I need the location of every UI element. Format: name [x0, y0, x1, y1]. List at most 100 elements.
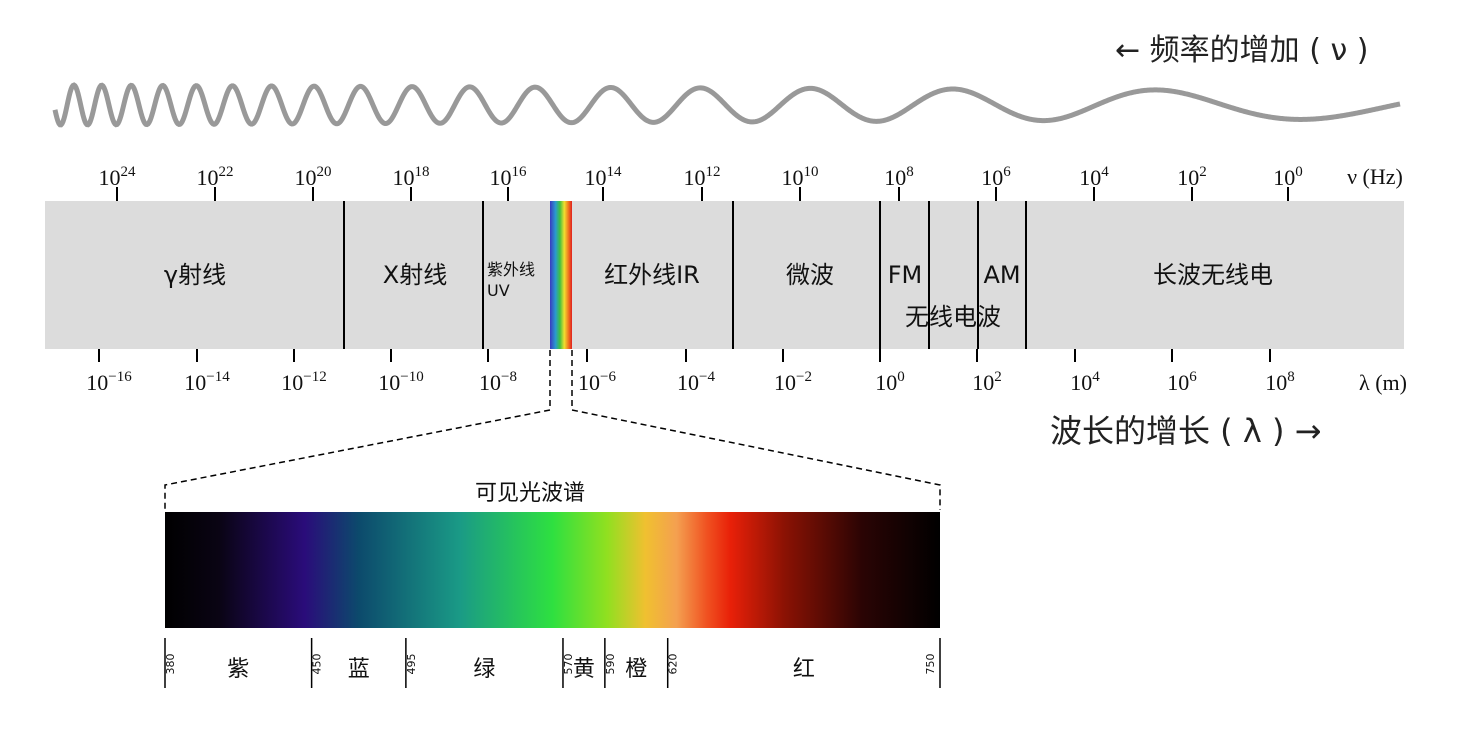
band-label: γ射线 [164, 261, 226, 289]
tick-exponent: 2 [1199, 164, 1207, 180]
tick-exponent: 22 [219, 164, 234, 180]
tick-exponent: 20 [317, 164, 332, 180]
tick-exponent: 10 [804, 164, 819, 180]
color-label: 黄 [573, 657, 595, 682]
band-label: FM [888, 261, 923, 289]
frequency-unit: ν (Hz) [1347, 164, 1403, 189]
tick-base: 10 [585, 165, 607, 190]
tick-exponent: 2 [994, 369, 1002, 385]
visible-gradient [165, 512, 940, 628]
tick-exponent: 6 [1003, 164, 1011, 180]
nm-label: 750 [924, 654, 937, 675]
frequency-tick-label: 1020 [295, 164, 332, 190]
band-label: UV [487, 281, 510, 300]
wavelength-direction: 波长的增长 ( λ ) → [1050, 412, 1321, 450]
frequency-tick-label: 1012 [684, 164, 721, 190]
wavelength-unit: λ (m) [1359, 370, 1407, 395]
color-label: 蓝 [348, 657, 370, 682]
tick-base: 10 [184, 370, 206, 395]
tick-exponent: 4 [1092, 369, 1100, 385]
visible-strip [550, 201, 572, 349]
color-label: 绿 [473, 657, 495, 682]
tick-exponent: 24 [121, 164, 137, 180]
tick-base: 10 [972, 370, 994, 395]
tick-exponent: 8 [1287, 369, 1295, 385]
wavelength-tick-label: 10−6 [578, 369, 616, 395]
frequency-tick-label: 1018 [393, 164, 430, 190]
tick-exponent: 6 [1189, 369, 1197, 385]
frequency-tick-label: 104 [1079, 164, 1109, 190]
tick-exponent: 0 [897, 369, 905, 385]
band-dividers [343, 201, 1027, 349]
band-label: X射线 [383, 261, 447, 289]
color-label: 红 [793, 657, 815, 682]
wavelength-tick-label: 10−16 [86, 369, 132, 395]
wavelength-tick-label: 108 [1265, 369, 1295, 395]
tick-base: 10 [1167, 370, 1189, 395]
wavelength-tick-label: 10−4 [677, 369, 715, 395]
tick-base: 10 [295, 165, 317, 190]
band-label: AM [983, 261, 1020, 289]
frequency-tick-label: 100 [1273, 164, 1303, 190]
wavelength-tick-label: 10−8 [479, 369, 517, 395]
frequency-tick-label: 1024 [99, 164, 137, 190]
zoom-lines [164, 350, 941, 510]
wavelength-tick-label: 10−14 [184, 369, 230, 395]
tick-base: 10 [1265, 370, 1287, 395]
tick-exponent: −16 [108, 369, 132, 385]
nm-label: 620 [667, 654, 680, 675]
frequency-tick-label: 1022 [197, 164, 234, 190]
spectrum-bar [45, 201, 1404, 349]
tick-exponent: 16 [512, 164, 528, 180]
frequency-tick-label: 1014 [585, 164, 623, 190]
nm-label: 590 [604, 654, 617, 675]
tick-base: 10 [479, 370, 501, 395]
tick-exponent: 8 [906, 164, 914, 180]
tick-base: 10 [684, 165, 706, 190]
nm-label: 495 [405, 654, 418, 675]
tick-base: 10 [490, 165, 512, 190]
tick-base: 10 [378, 370, 400, 395]
tick-exponent: −14 [206, 369, 230, 385]
frequency-tick-label: 106 [981, 164, 1011, 190]
tick-base: 10 [1079, 165, 1101, 190]
tick-exponent: 0 [1295, 164, 1303, 180]
tick-base: 10 [393, 165, 415, 190]
nm-label: 570 [562, 654, 575, 675]
tick-exponent: 4 [1101, 164, 1109, 180]
wavelength-tick-label: 102 [972, 369, 1002, 395]
color-label: 紫 [227, 657, 249, 682]
tick-exponent: 12 [706, 164, 721, 180]
wavelength-tick-label: 104 [1070, 369, 1100, 395]
band-label: 微波 [786, 261, 834, 289]
frequency-tick-label: 108 [884, 164, 914, 190]
nm-label: 380 [164, 654, 177, 675]
tick-base: 10 [1177, 165, 1199, 190]
tick-base: 10 [197, 165, 219, 190]
frequency-tick-label: 1010 [782, 164, 819, 190]
tick-base: 10 [884, 165, 906, 190]
tick-base: 10 [281, 370, 303, 395]
tick-exponent: −12 [303, 369, 326, 385]
frequency-direction: ← 频率的增加 ( ν ) [1115, 33, 1368, 68]
band-label: 无线电波 [905, 303, 1001, 331]
tick-base: 10 [782, 165, 804, 190]
frequency-tick-label: 1016 [490, 164, 528, 190]
tick-base: 10 [1070, 370, 1092, 395]
nm-label: 450 [311, 654, 324, 675]
wavelength-tick-label: 100 [875, 369, 905, 395]
wavelength-tick-label: 10−12 [281, 369, 326, 395]
color-label: 橙 [625, 657, 647, 682]
tick-base: 10 [86, 370, 108, 395]
tick-base: 10 [99, 165, 121, 190]
tick-base: 10 [981, 165, 1003, 190]
tick-base: 10 [677, 370, 699, 395]
tick-base: 10 [774, 370, 796, 395]
wavelength-tick-label: 10−10 [378, 369, 423, 395]
wave [52, 82, 1401, 128]
tick-exponent: −2 [796, 369, 812, 385]
band-label: 红外线IR [604, 261, 700, 289]
tick-exponent: 14 [607, 164, 623, 180]
wavelength-tick-label: 10−2 [774, 369, 812, 395]
